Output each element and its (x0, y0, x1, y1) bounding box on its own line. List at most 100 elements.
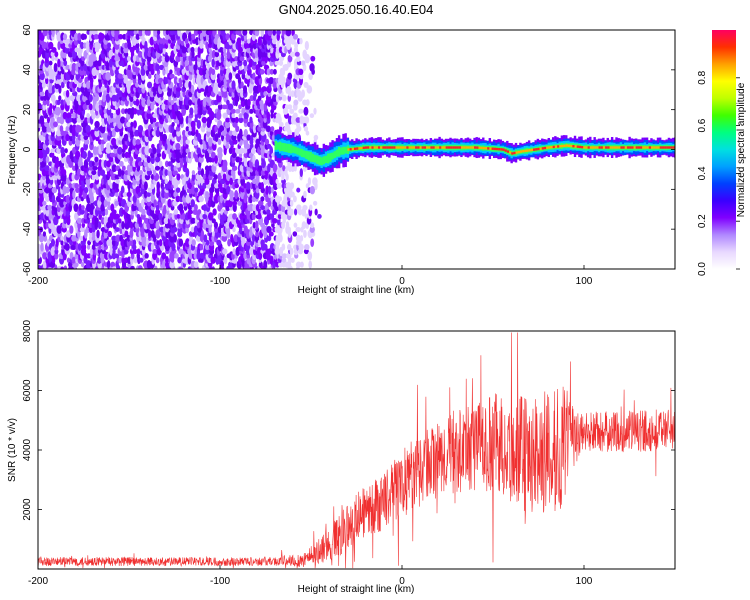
colorbar-tick-label: 0.8 (697, 70, 708, 84)
spectrogram-cell (160, 165, 164, 171)
spectrogram-cell (173, 165, 177, 171)
spectrogram-cell (64, 186, 70, 194)
spectrogram-cell (222, 32, 227, 42)
spectrogram-cell (45, 156, 50, 163)
spectrogram-cell (310, 55, 316, 62)
spectrogram-cell (57, 58, 61, 68)
spectrogram-cell (642, 146, 645, 149)
spectrogram-cell (287, 104, 293, 110)
spectrogram-cell (278, 60, 284, 66)
spectrogram-cell (152, 251, 158, 261)
spectrogram-cell (125, 213, 131, 219)
spectrogram-cell (384, 146, 387, 149)
spectrogram-cell (65, 64, 71, 71)
x-tick-label: -100 (210, 276, 230, 287)
spectrogram-cell (270, 126, 275, 132)
spectrogram-cell (45, 77, 49, 85)
spectrogram-cell (267, 30, 273, 37)
spectrogram-cell (404, 146, 407, 149)
spectrogram-cell (146, 195, 152, 203)
spectrogram-cell (480, 146, 483, 150)
spectrogram-cell (156, 33, 160, 40)
spectrogram-cell (290, 90, 295, 98)
spectrogram-cell (126, 55, 131, 62)
y-tick-label: -20 (22, 182, 33, 197)
spectrogram-cell (50, 148, 56, 154)
spectrogram-cell (46, 116, 51, 124)
spectrogram-cell (96, 229, 100, 239)
spectrogram-cell (402, 146, 405, 149)
spectrogram-cell (111, 94, 118, 102)
spectrogram-cell (249, 116, 253, 124)
spectrogram-cell (344, 146, 347, 154)
spectrogram-cell (106, 160, 111, 168)
spectrogram-cell (222, 173, 227, 181)
spectrogram-cell (177, 257, 182, 264)
spectrogram-cell (439, 146, 442, 149)
spectrogram-cell (303, 248, 309, 255)
spectrogram-cell (245, 181, 251, 190)
spectrogram-cell (280, 213, 286, 220)
spectrogram-cell (129, 30, 135, 37)
spectrogram-cell (57, 40, 61, 51)
spectrogram-cell (141, 199, 145, 208)
spectrogram-cell (135, 185, 141, 195)
spectrogram-cell (60, 239, 64, 246)
spectrogram-cell (171, 121, 175, 127)
spectrogram-cell (127, 256, 132, 265)
spectrogram-cell (130, 106, 136, 116)
spectrogram-cell (51, 46, 57, 53)
spectrogram-cell (94, 217, 99, 225)
spectrogram-cell (207, 107, 213, 116)
spectrogram-cell (230, 117, 236, 123)
spectrogram-cell (164, 54, 170, 63)
spectrogram-cell (271, 217, 278, 224)
spectrogram-cell (74, 182, 79, 189)
spectrogram-cell (121, 165, 126, 171)
spectrogram-cell (302, 204, 308, 211)
spectrogram-cell (292, 195, 297, 203)
spectrogram-cell (358, 147, 361, 150)
spectrogram-cell (107, 42, 111, 49)
spectrogram-cell (56, 225, 62, 234)
spectrogram-cell (214, 51, 220, 58)
spectrogram-cell (100, 169, 106, 177)
spectrogram-cell (214, 125, 218, 133)
spectrogram-cell (254, 50, 259, 59)
spectrogram-cell (190, 217, 196, 224)
spectrogram-cell (247, 38, 252, 44)
spectrogram-cell (153, 199, 158, 208)
spectrogram-cell (207, 137, 213, 147)
spectrogram-cell (229, 190, 234, 199)
spectrogram-cell (257, 208, 262, 216)
spectrogram-cell (550, 145, 553, 149)
spectrogram-cell (301, 221, 307, 230)
spectrogram-cell (528, 149, 531, 152)
spectrogram-cell (173, 209, 179, 215)
spectrogram-cell (285, 182, 292, 190)
spectrogram-cell (340, 147, 343, 155)
spectrogram-cell (101, 159, 105, 169)
y-tick-label: 6000 (22, 379, 33, 402)
spectrogram-cell (478, 146, 481, 149)
spectrogram-cell (299, 235, 304, 242)
spectrogram-cell (113, 147, 118, 154)
spectrogram-cell (269, 130, 274, 137)
spectrogram-cell (181, 46, 187, 54)
spectrogram-cell (307, 251, 313, 261)
spectrogram-cell (105, 71, 111, 81)
spectrogram-cell (242, 30, 248, 36)
spectrogram-cell (275, 178, 279, 184)
spectrogram-cell (289, 108, 295, 114)
spectrogram-cell (266, 111, 271, 120)
spectrogram-cell (281, 142, 284, 152)
spectrogram-cell (65, 125, 70, 132)
spectrogram-cell (190, 84, 195, 95)
spectrogram-cell (204, 248, 210, 255)
spectrogram-cell (231, 134, 237, 141)
spectrogram-cell (259, 69, 265, 75)
spectrogram-cell (169, 30, 175, 36)
spectrogram-cell (56, 32, 62, 42)
spectrogram-cell (194, 187, 199, 193)
spectrogram-cell (249, 95, 255, 102)
